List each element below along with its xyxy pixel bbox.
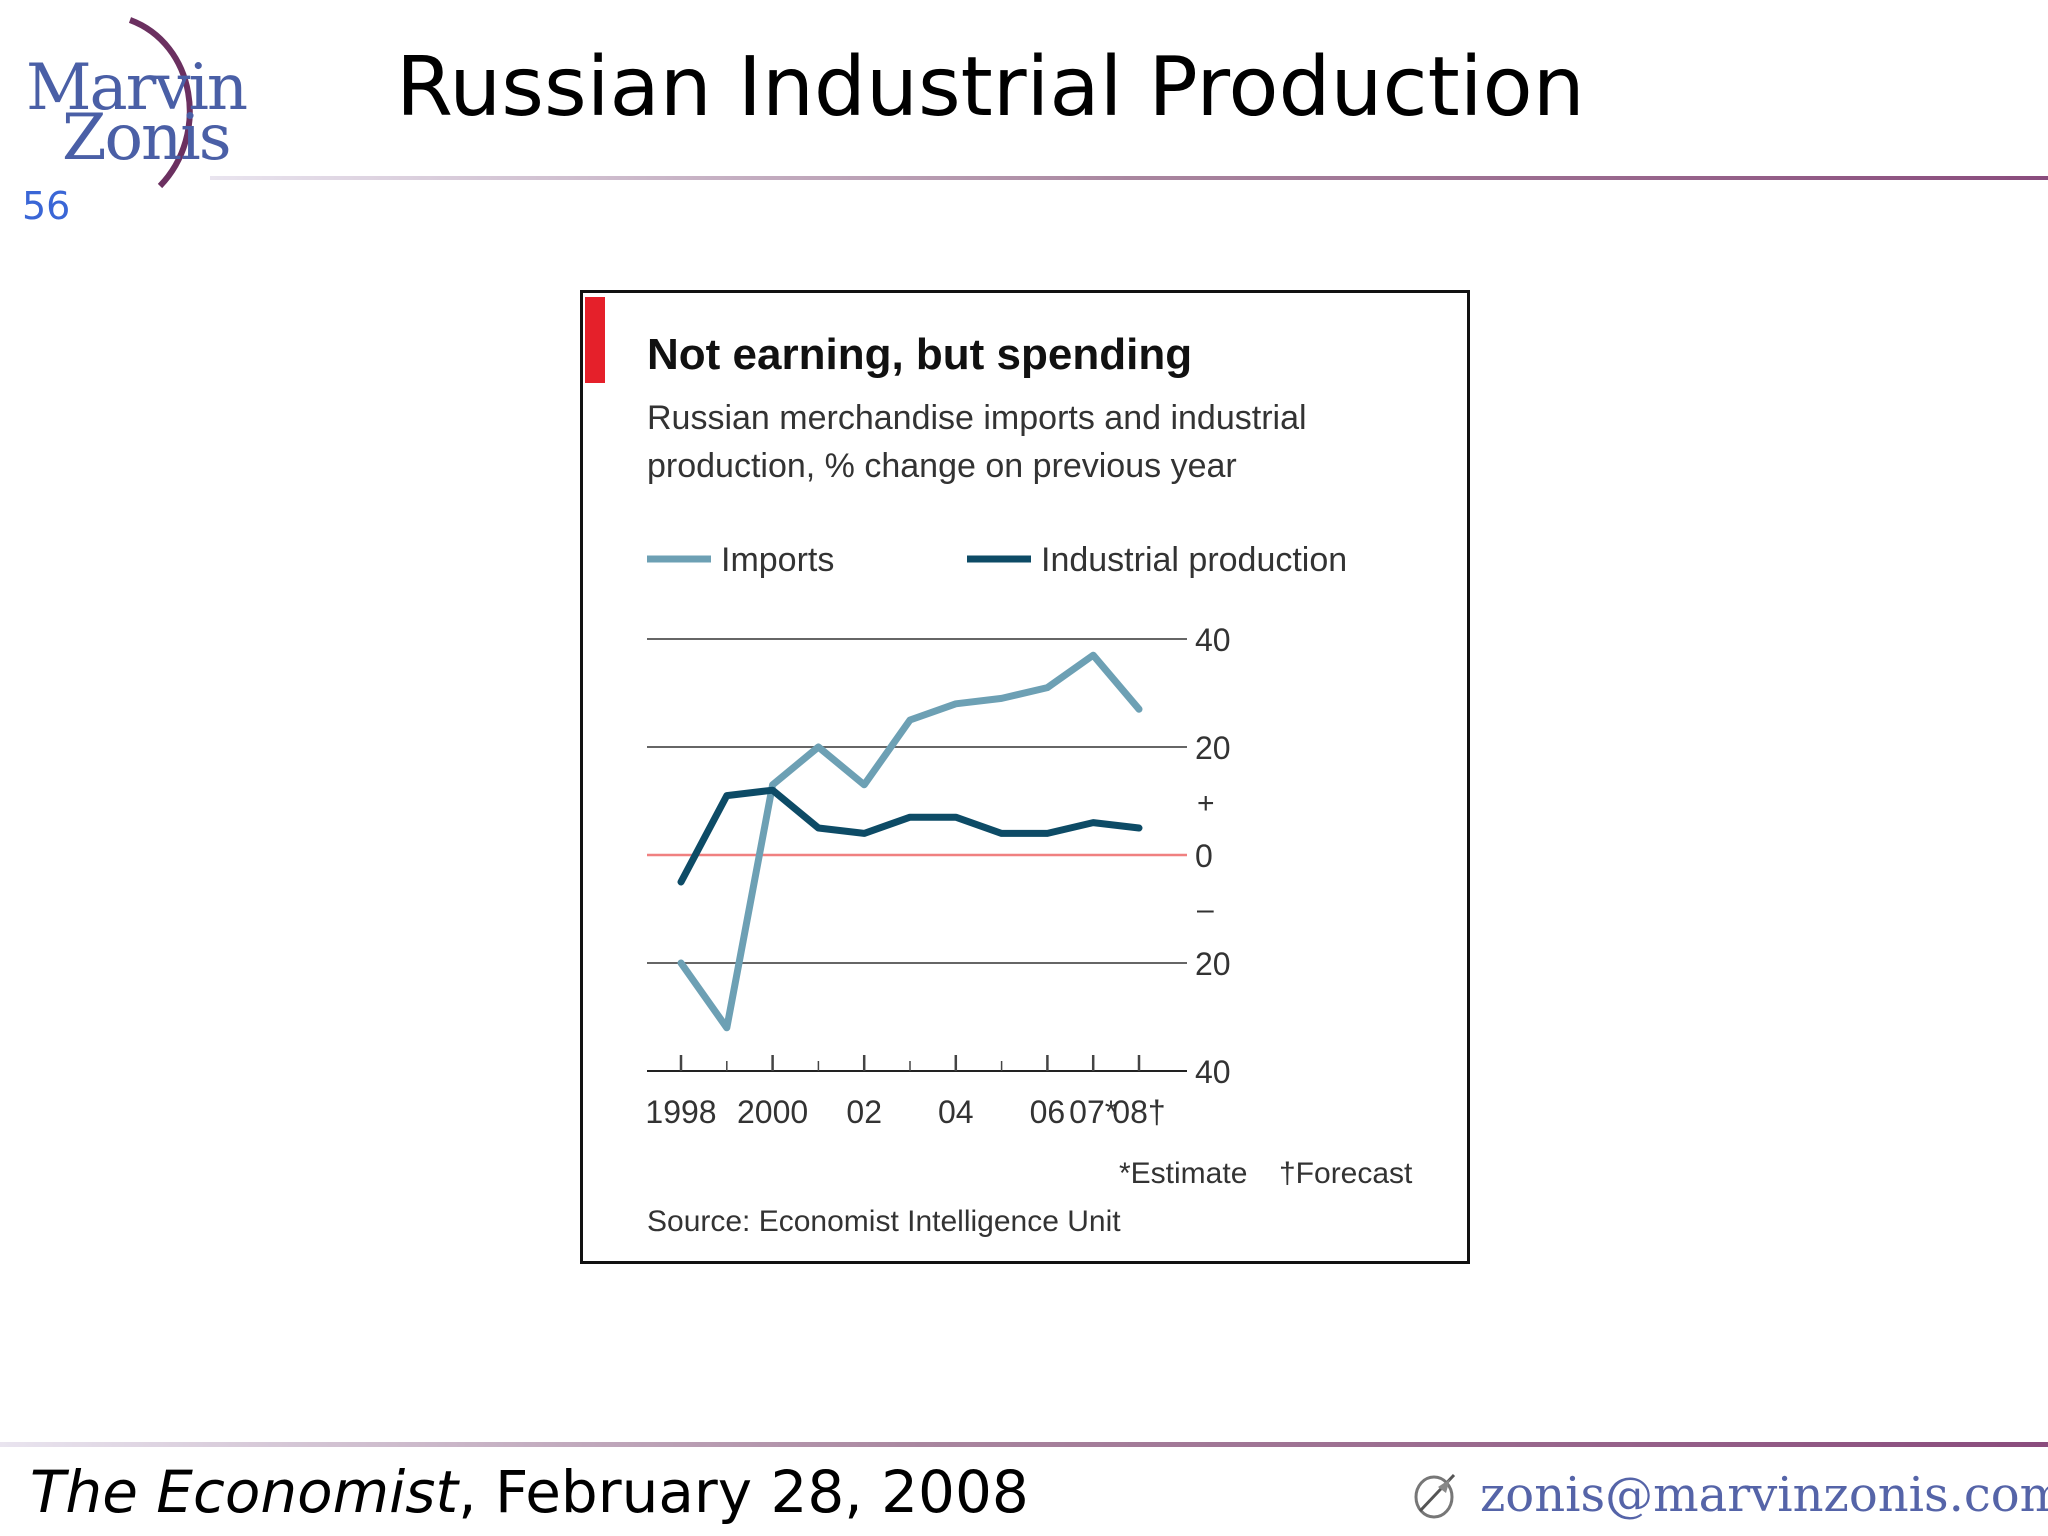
logo-word-1: Marvin	[26, 51, 248, 125]
x-tick-label-2006: 06	[1030, 1094, 1066, 1130]
data-point-imports-2004	[954, 702, 958, 706]
y-sign-plus: +	[1197, 787, 1215, 820]
chart-subtitle-line1: Russian merchandise imports and industri…	[647, 399, 1307, 437]
citation: The Economist, February 28, 2008	[30, 1458, 1029, 1526]
chart-subtitle-line2: production, % change on previous year	[647, 447, 1237, 485]
data-point-imports-2000	[771, 783, 775, 787]
x-tick-label-2004: 04	[938, 1094, 974, 1130]
data-point-industrial-production-2000	[771, 788, 775, 792]
logo-word-2: Zonis	[62, 101, 232, 175]
data-point-industrial-production-1998	[679, 880, 683, 884]
estimate-note: *Estimate	[1119, 1157, 1247, 1190]
data-point-imports-2006	[1045, 686, 1049, 690]
x-tick-label-2008: 08†	[1112, 1094, 1165, 1130]
quill-icon	[1414, 1473, 1456, 1519]
chart-title: Not earning, but spending	[647, 330, 1192, 379]
legend-label-imports: Imports	[721, 541, 834, 579]
contact: zonis@marvinzonis.com	[1410, 1460, 2048, 1530]
email-link[interactable]: zonis@marvinzonis.com	[1480, 1467, 2048, 1523]
chart-frame: Not earning, but spending Russian mercha…	[580, 290, 1470, 1264]
data-point-imports-2007	[1091, 653, 1095, 657]
data-point-industrial-production-2007	[1091, 821, 1095, 825]
data-point-imports-1998	[679, 961, 683, 965]
series-lines	[677, 651, 1143, 1032]
logo-swoosh	[128, 17, 193, 189]
series-line-imports	[677, 651, 1143, 1032]
data-point-industrial-production-2006	[1045, 831, 1049, 835]
x-axis: 1998 2000 02 04 06 07*08†	[645, 1055, 1166, 1130]
y-tick-label-minus-40: 40	[1195, 1054, 1231, 1090]
data-point-industrial-production-1999	[725, 794, 729, 798]
data-point-industrial-production-2003	[908, 815, 912, 819]
legend-label-industrial-production: Industrial production	[1041, 541, 1347, 579]
x-tick-label-1998: 1998	[645, 1094, 716, 1130]
forecast-note: †Forecast	[1279, 1157, 1413, 1190]
data-point-imports-2003	[908, 718, 912, 722]
data-point-imports-2002	[862, 783, 866, 787]
data-point-industrial-production-2005	[1000, 831, 1004, 835]
citation-source: The Economist	[30, 1458, 459, 1526]
series-line-industrial-production	[677, 786, 1143, 886]
marvin-zonis-logo: Marvin Zonis	[20, 14, 250, 194]
data-point-imports-2001	[816, 745, 820, 749]
accent-tab	[585, 297, 605, 383]
slide-title: Russian Industrial Production	[396, 40, 1585, 135]
source-note: Source: Economist Intelligence Unit	[647, 1205, 1121, 1238]
data-point-industrial-production-2004	[954, 815, 958, 819]
slide-number: 56	[22, 184, 71, 228]
bottom-divider	[0, 1442, 2048, 1447]
citation-date: , February 28, 2008	[458, 1458, 1029, 1526]
y-tick-label-0: 0	[1195, 838, 1213, 874]
data-point-industrial-production-2008	[1137, 826, 1141, 830]
line-chart: Not earning, but spending Russian mercha…	[585, 297, 1413, 1238]
y-tick-label-20: 20	[1195, 730, 1231, 766]
data-point-imports-2008	[1137, 707, 1141, 711]
y-axis-labels: 40 20 0 20 40 + –	[1195, 622, 1231, 1090]
x-tick-label-2002: 02	[846, 1094, 882, 1130]
y-tick-label-40: 40	[1195, 622, 1231, 658]
x-tick-label-2000: 2000	[737, 1094, 808, 1130]
y-sign-minus: –	[1197, 893, 1214, 926]
y-tick-label-minus-20: 20	[1195, 946, 1231, 982]
data-point-industrial-production-2002	[862, 831, 866, 835]
top-divider	[210, 176, 2048, 180]
data-point-imports-2005	[1000, 696, 1004, 700]
x-tick-label-2007: 07*	[1069, 1094, 1117, 1130]
data-point-imports-1999	[725, 1026, 729, 1030]
data-point-industrial-production-2001	[816, 826, 820, 830]
